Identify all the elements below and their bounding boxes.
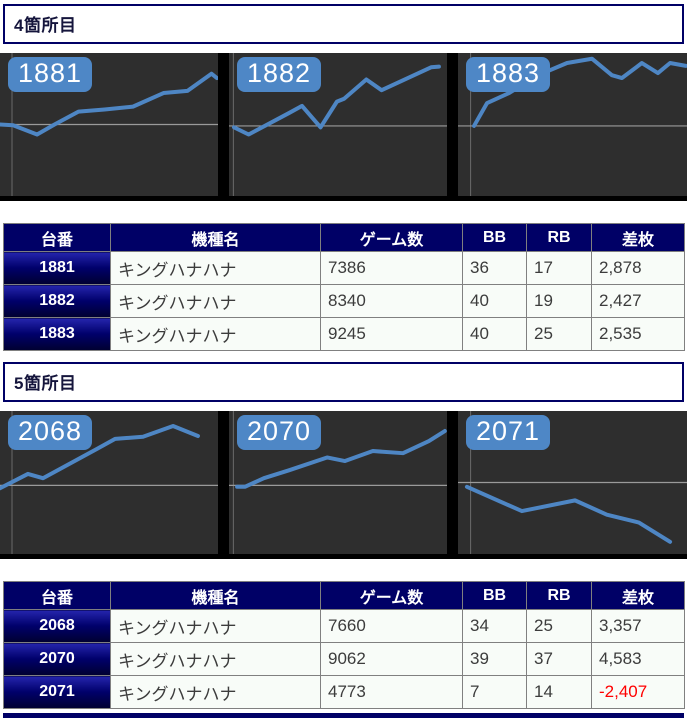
diff-medals-cell: 2,535 xyxy=(591,317,685,351)
bb-count-cell: 34 xyxy=(462,609,527,643)
table-row: 2070 キングハナハナ 9062 39 37 4,583 xyxy=(3,642,685,676)
section: 5箇所目 2068 2070 2071 台 xyxy=(0,362,687,709)
column-header-games: ゲーム数 xyxy=(320,581,463,610)
slump-line xyxy=(0,426,198,488)
slump-graph xyxy=(229,53,447,196)
machine-data-table: 台番 機種名 ゲーム数 BB RB 差枚 1881 キングハナハナ 7386 36 17 2,878… xyxy=(3,223,685,351)
rb-count-cell: 37 xyxy=(526,642,592,676)
section-title: 5箇所目 xyxy=(14,374,77,393)
games-cell: 7660 xyxy=(320,609,463,643)
column-header-diff: 差枚 xyxy=(591,581,685,610)
column-header-dai: 台番 xyxy=(3,581,111,610)
table-row: 2068 キングハナハナ 7660 34 25 3,357 xyxy=(3,609,685,643)
games-cell: 8340 xyxy=(320,284,463,318)
column-header-bb: BB xyxy=(462,581,527,610)
bb-count-cell: 40 xyxy=(462,284,527,318)
section-title: 4箇所目 xyxy=(14,16,77,35)
section-header: 4箇所目 xyxy=(3,4,684,44)
column-header-games: ゲーム数 xyxy=(320,223,463,252)
column-header-diff: 差枚 xyxy=(591,223,685,252)
slump-line xyxy=(234,67,439,135)
games-cell: 4773 xyxy=(320,675,463,709)
machine-number-cell: 1882 xyxy=(3,284,111,318)
slump-graph-panel: 2068 xyxy=(0,411,218,554)
slump-graph-panel: 1883 xyxy=(458,53,687,196)
machine-number-badge: 2068 xyxy=(8,415,93,450)
bb-count-cell: 40 xyxy=(462,317,527,351)
machine-number-badge: 1883 xyxy=(466,57,551,92)
table-header-row: 台番 機種名 ゲーム数 BB RB 差枚 xyxy=(3,581,685,610)
section: 4箇所目 1881 1882 1883 台 xyxy=(0,4,687,351)
rb-count-cell: 25 xyxy=(526,317,592,351)
slump-line xyxy=(467,487,670,542)
table-row: 1883 キングハナハナ 9245 40 25 2,535 xyxy=(3,317,685,351)
slump-graph-panel: 1881 xyxy=(0,53,218,196)
slump-graph-panel: 2070 xyxy=(229,411,447,554)
machine-number-cell: 1881 xyxy=(3,251,111,285)
bb-count-cell: 7 xyxy=(462,675,527,709)
machine-number-badge: 2071 xyxy=(466,415,551,450)
rb-count-cell: 17 xyxy=(526,251,592,285)
table-row: 1882 キングハナハナ 8340 40 19 2,427 xyxy=(3,284,685,318)
model-name-cell: キングハナハナ xyxy=(110,284,321,318)
diff-medals-cell: 2,427 xyxy=(591,284,685,318)
column-header-rb: RB xyxy=(526,223,592,252)
bb-count-cell: 39 xyxy=(462,642,527,676)
slump-graph-row: 2068 2070 2071 xyxy=(0,411,687,559)
model-name-cell: キングハナハナ xyxy=(110,675,321,709)
column-header-model: 機種名 xyxy=(110,223,321,252)
machine-data-table: 台番 機種名 ゲーム数 BB RB 差枚 2068 キングハナハナ 7660 34 25 3,357… xyxy=(3,581,685,709)
rb-count-cell: 19 xyxy=(526,284,592,318)
diff-medals-cell: 3,357 xyxy=(591,609,685,643)
table-header-row: 台番 機種名 ゲーム数 BB RB 差枚 xyxy=(3,223,685,252)
diff-medals-cell: -2,407 xyxy=(591,675,685,709)
machine-number-badge: 1881 xyxy=(8,57,93,92)
diff-medals-cell: 4,583 xyxy=(591,642,685,676)
machine-number-cell: 2068 xyxy=(3,609,111,643)
column-header-rb: RB xyxy=(526,581,592,610)
slump-line xyxy=(474,59,686,126)
rb-count-cell: 25 xyxy=(526,609,592,643)
model-name-cell: キングハナハナ xyxy=(110,642,321,676)
diff-medals-cell: 2,878 xyxy=(591,251,685,285)
slump-line xyxy=(237,431,445,487)
rb-count-cell: 14 xyxy=(526,675,592,709)
machine-number-cell: 2071 xyxy=(3,675,111,709)
column-header-bb: BB xyxy=(462,223,527,252)
model-name-cell: キングハナハナ xyxy=(110,317,321,351)
machine-number-badge: 1882 xyxy=(237,57,322,92)
slump-graph-row: 1881 1882 1883 xyxy=(0,53,687,201)
model-name-cell: キングハナハナ xyxy=(110,251,321,285)
machine-number-cell: 2070 xyxy=(3,642,111,676)
slump-graph-panel: 1882 xyxy=(229,53,447,196)
column-header-model: 機種名 xyxy=(110,581,321,610)
machine-number-badge: 2070 xyxy=(237,415,322,450)
next-section-top-border xyxy=(3,713,684,718)
slump-line xyxy=(0,74,217,135)
games-cell: 9245 xyxy=(320,317,463,351)
table-row: 2071 キングハナハナ 4773 7 14 -2,407 xyxy=(3,675,685,709)
slump-graph-panel: 2071 xyxy=(458,411,687,554)
slump-graph xyxy=(229,411,447,554)
section-header: 5箇所目 xyxy=(3,362,684,402)
machine-number-cell: 1883 xyxy=(3,317,111,351)
games-cell: 7386 xyxy=(320,251,463,285)
model-name-cell: キングハナハナ xyxy=(110,609,321,643)
bb-count-cell: 36 xyxy=(462,251,527,285)
table-row: 1881 キングハナハナ 7386 36 17 2,878 xyxy=(3,251,685,285)
games-cell: 9062 xyxy=(320,642,463,676)
column-header-dai: 台番 xyxy=(3,223,111,252)
